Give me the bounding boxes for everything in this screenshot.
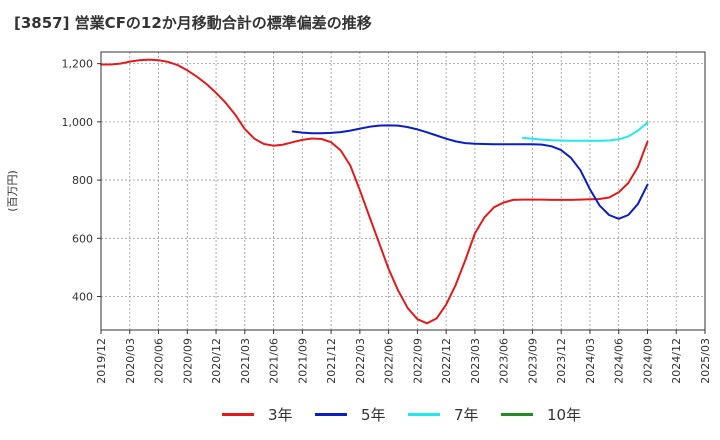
x-tick-label: 2022/09	[411, 338, 424, 384]
x-tick-label: 2024/09	[641, 338, 654, 384]
x-tick-label: 2020/12	[210, 338, 223, 384]
y-axis-ticks: 400 600 800 1,000 1,200	[62, 58, 101, 304]
x-tick-label: 2022/03	[354, 338, 367, 384]
legend-label-7y: 7年	[454, 405, 479, 424]
legend-swatch-7y	[408, 412, 440, 416]
x-tick-label: 2020/09	[181, 338, 194, 384]
legend-item-5y: 5年	[315, 402, 386, 426]
y-axis-label: (百万円)	[6, 170, 19, 212]
legend: 3年 5年 7年 10年	[0, 402, 720, 426]
legend-item-10y: 10年	[501, 402, 581, 426]
x-tick-label: 2024/06	[613, 338, 626, 384]
grid	[100, 52, 706, 330]
x-tick-label: 2024/03	[584, 338, 597, 384]
x-tick-label: 2024/12	[670, 338, 683, 384]
legend-swatch-10y	[501, 412, 533, 416]
legend-swatch-3y	[222, 412, 254, 416]
legend-label-5y: 5年	[361, 405, 386, 424]
x-tick-label: 2025/03	[699, 338, 712, 384]
x-tick-label: 2020/06	[153, 338, 166, 384]
legend-item-3y: 3年	[222, 402, 293, 426]
series-lines	[100, 58, 649, 325]
y-tick-label: 1,000	[62, 116, 94, 129]
x-tick-label: 2020/03	[124, 338, 137, 384]
legend-label-10y: 10年	[547, 405, 582, 424]
y-tick-label: 600	[72, 232, 93, 245]
chart-title: [3857] 営業CFの12か月移動合計の標準偏差の推移	[14, 14, 372, 32]
x-axis-ticks: 2019/12 2020/03 2020/06 2020/09 2020/12 2021/…	[95, 330, 712, 384]
series-line-1	[291, 124, 649, 220]
x-tick-label: 2023/03	[469, 338, 482, 384]
legend-swatch-5y	[315, 412, 347, 416]
x-tick-label: 2021/09	[296, 338, 309, 384]
x-tick-label: 2021/03	[239, 338, 252, 384]
series-line-0	[100, 58, 649, 325]
legend-label-3y: 3年	[268, 405, 293, 424]
x-tick-label: 2023/09	[526, 338, 539, 384]
legend-item-7y: 7年	[408, 402, 479, 426]
y-tick-label: 1,200	[62, 58, 94, 71]
x-tick-label: 2022/12	[440, 338, 453, 384]
y-tick-label: 400	[72, 291, 93, 304]
x-tick-label: 2021/06	[268, 338, 281, 384]
x-tick-label: 2023/06	[498, 338, 511, 384]
plot-frame	[100, 51, 706, 331]
x-tick-label: 2022/06	[383, 338, 396, 384]
series-line-2	[521, 121, 649, 142]
x-tick-label: 2023/12	[555, 338, 568, 384]
x-tick-label: 2019/12	[95, 338, 108, 384]
y-tick-label: 800	[72, 174, 93, 187]
x-tick-label: 2021/12	[325, 338, 338, 384]
